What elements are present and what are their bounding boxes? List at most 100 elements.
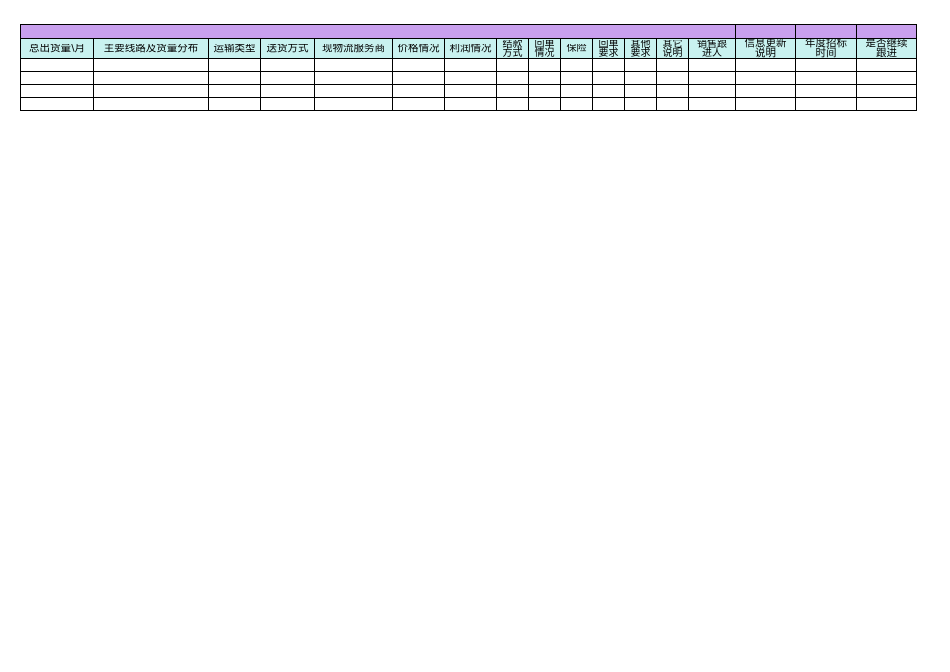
table-cell[interactable] [560,71,593,85]
table-cell[interactable] [688,84,736,98]
banner-segment-bid [795,24,857,39]
table-cell[interactable] [735,84,796,98]
table-cell[interactable] [656,97,689,111]
column-header-label: 保险 [566,44,587,53]
table-cell[interactable] [93,84,209,98]
table-cell[interactable] [624,84,657,98]
column-header-label: 其他 要求 [630,39,651,58]
table-cell[interactable] [795,58,857,72]
table-header-row[interactable]: 总出货量\月 主要线路及货量分布 运输类型 送货方式 现物流服务商 价格情况 利润情况 结款方… [20,38,917,59]
column-header-2[interactable]: 运输类型 [208,38,261,59]
table-cell[interactable] [528,58,561,72]
column-header-5[interactable]: 价格情况 [392,38,445,59]
table-cell[interactable] [260,58,315,72]
table-cell[interactable] [795,71,857,85]
table-cell[interactable] [392,71,445,85]
table-cell[interactable] [20,97,94,111]
table-cell[interactable] [592,97,625,111]
table-cell[interactable] [260,71,315,85]
table-cell[interactable] [392,58,445,72]
table-cell[interactable] [208,58,261,72]
table-row[interactable] [20,97,917,111]
table-cell[interactable] [444,58,497,72]
table-cell[interactable] [208,97,261,111]
column-header-11[interactable]: 其他 要求 [624,38,657,59]
column-header-13[interactable]: 销售跟 进人 [688,38,736,59]
table-row[interactable] [20,84,917,98]
table-cell[interactable] [93,97,209,111]
table-cell[interactable] [314,84,393,98]
table-cell[interactable] [20,58,94,72]
table-row[interactable] [20,58,917,72]
table-cell[interactable] [656,71,689,85]
table-cell[interactable] [528,97,561,111]
column-header-12[interactable]: 其它 说明 [656,38,689,59]
column-header-label: 年度招标 时间 [805,39,847,58]
column-header-7[interactable]: 结款 方式 [496,38,529,59]
column-header-9[interactable]: 保险 [560,38,593,59]
table-cell[interactable] [314,58,393,72]
table-cell[interactable] [624,58,657,72]
data-table[interactable]: 总出货量\月 主要线路及货量分布 运输类型 送货方式 现物流服务商 价格情况 利润情况 结款方… [20,24,917,111]
column-header-0[interactable]: 总出货量\月 [20,38,94,59]
column-header-4[interactable]: 现物流服务商 [314,38,393,59]
table-cell[interactable] [624,97,657,111]
table-cell[interactable] [528,84,561,98]
column-header-label: 销售跟 进人 [697,39,727,58]
table-cell[interactable] [208,84,261,98]
table-cell[interactable] [314,71,393,85]
column-header-15[interactable]: 年度招标 时间 [795,38,857,59]
table-cell[interactable] [260,84,315,98]
table-cell[interactable] [392,84,445,98]
table-cell[interactable] [735,97,796,111]
table-cell[interactable] [444,97,497,111]
table-cell[interactable] [592,71,625,85]
table-cell[interactable] [444,84,497,98]
table-cell[interactable] [688,58,736,72]
table-cell[interactable] [656,84,689,98]
column-header-16[interactable]: 是否继续 跟进 [856,38,917,59]
column-header-label: 利润情况 [449,43,492,54]
table-cell[interactable] [314,97,393,111]
table-cell[interactable] [260,97,315,111]
table-cell[interactable] [560,97,593,111]
column-header-14[interactable]: 信息更新 说明 [735,38,796,59]
table-cell[interactable] [688,71,736,85]
table-cell[interactable] [735,58,796,72]
table-cell[interactable] [93,58,209,72]
table-cell[interactable] [795,97,857,111]
table-cell[interactable] [656,58,689,72]
table-cell[interactable] [795,84,857,98]
table-cell[interactable] [592,58,625,72]
table-cell[interactable] [735,71,796,85]
table-cell[interactable] [856,97,917,111]
table-cell[interactable] [496,84,529,98]
table-row[interactable] [20,71,917,85]
table-cell[interactable] [560,58,593,72]
column-header-8[interactable]: 回单 情况 [528,38,561,59]
table-cell[interactable] [528,71,561,85]
column-header-label: 回单 要求 [598,39,619,58]
table-cell[interactable] [496,97,529,111]
column-header-label: 信息更新 说明 [744,39,787,58]
table-cell[interactable] [856,58,917,72]
table-cell[interactable] [592,84,625,98]
column-header-1[interactable]: 主要线路及货量分布 [93,38,209,59]
table-cell[interactable] [392,97,445,111]
table-cell[interactable] [496,71,529,85]
table-cell[interactable] [208,71,261,85]
table-cell[interactable] [20,71,94,85]
column-header-6[interactable]: 利润情况 [444,38,497,59]
table-cell[interactable] [496,58,529,72]
table-cell[interactable] [560,84,593,98]
table-cell[interactable] [20,84,94,98]
table-cell[interactable] [688,97,736,111]
table-cell[interactable] [856,71,917,85]
column-header-10[interactable]: 回单 要求 [592,38,625,59]
table-cell[interactable] [444,71,497,85]
table-cell[interactable] [93,71,209,85]
table-cell[interactable] [624,71,657,85]
column-header-3[interactable]: 送货方式 [260,38,315,59]
table-cell[interactable] [856,84,917,98]
table-body: 总出货量\月 主要线路及货量分布 运输类型 送货方式 现物流服务商 价格情况 利润情况 结款方… [20,24,917,111]
